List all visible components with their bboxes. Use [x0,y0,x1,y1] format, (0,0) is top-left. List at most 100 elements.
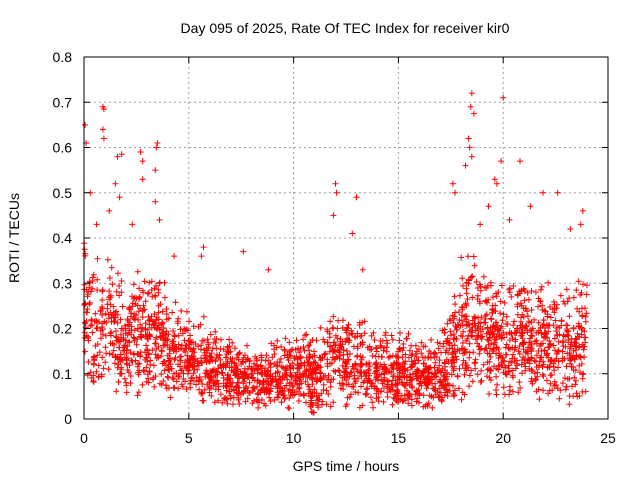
data-point [233,354,240,361]
data-point [451,293,458,300]
data-point [372,344,379,351]
data-point [477,221,484,228]
data-point [547,314,554,321]
data-point [569,383,575,390]
data-point [211,366,217,373]
data-point [527,203,534,210]
data-point [366,347,373,353]
data-point [85,359,92,365]
data-point [114,364,121,371]
data-point [293,388,300,395]
data-point [205,339,212,346]
data-point [460,328,467,335]
x-axis-label: GPS time / hours [293,458,400,474]
data-point [499,354,506,361]
data-point [456,292,463,299]
data-point [134,361,141,368]
data-point [558,317,565,324]
data-point [518,333,525,339]
data-point [184,308,190,315]
data-point [361,377,368,384]
x-tick-label: 5 [185,430,193,446]
data-point [394,360,401,367]
tick-labels: 0 5 10 15 20 25 0 0.1 0.2 0.3 0.4 0.5 0.6 0.7 0.8 [53,49,616,446]
data-point [566,401,573,408]
data-point [311,359,318,365]
data-point [186,318,193,325]
data-point [124,343,131,350]
data-point [533,352,540,359]
data-point [212,358,219,365]
data-point [211,399,218,406]
data-point [183,342,190,349]
data-point [420,392,427,399]
data-point [285,404,292,411]
data-point [460,282,466,289]
data-point [258,357,265,363]
data-point [539,340,546,347]
data-point [540,387,546,394]
data-point [286,405,293,412]
data-point [341,369,348,376]
y-tick-label: 0.1 [53,366,73,382]
data-point [154,140,161,146]
data-point [476,350,483,357]
data-point [575,344,582,351]
data-point [135,296,142,302]
data-point [150,322,157,329]
data-point [465,135,472,142]
y-axis-label: ROTI / TECUs [6,193,22,283]
data-point [441,385,448,391]
data-point [573,287,580,294]
data-point [436,362,443,369]
data-point [578,325,585,332]
data-point [374,373,381,380]
data-point [253,355,260,362]
data-point [536,396,543,403]
data-point [426,348,433,355]
data-point [497,298,504,305]
data-point [147,357,154,364]
data-point [372,353,379,360]
data-point [373,345,380,352]
data-point [400,397,407,404]
data-point [528,354,535,361]
data-point [377,342,384,349]
data-point [199,337,206,344]
data-point [459,275,466,282]
data-point [414,373,421,379]
data-point [463,302,470,309]
data-point [462,300,469,307]
data-point [226,343,233,350]
data-point [351,334,358,341]
data-point [528,307,535,313]
data-point [573,339,580,346]
data-point [204,347,211,354]
data-point [363,361,370,368]
data-point [88,316,95,323]
data-point [345,381,352,388]
data-point [492,302,499,309]
data-point [584,282,590,289]
data-point [365,368,372,374]
data-point [199,359,206,366]
data-point [390,387,396,393]
data-point [528,328,535,334]
data-point [203,356,210,363]
data-point [373,374,380,381]
data-point [143,364,150,371]
data-point [126,305,132,312]
data-point [512,336,519,343]
data-point [506,289,513,296]
data-point [493,373,500,380]
data-point [99,297,106,304]
data-point [474,334,481,340]
data-point [517,385,524,391]
data-point [466,354,473,361]
data-point [488,282,494,289]
data-point [521,288,528,295]
data-point [374,386,381,393]
data-point [466,372,473,379]
data-point [498,323,505,330]
data-point [215,383,222,390]
